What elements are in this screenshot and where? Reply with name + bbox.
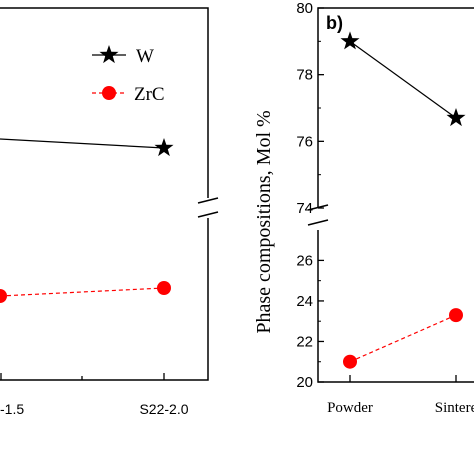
y-tick-label: 74	[296, 200, 313, 217]
left-plot-frame	[0, 7, 209, 381]
left-x-tick-label: S22-2.0	[139, 401, 188, 417]
w-point	[154, 138, 174, 157]
y-tick-label: 78	[296, 67, 313, 84]
zrc-series-line	[0, 287, 165, 297]
y-tick-label: 22	[296, 333, 313, 350]
left-axis-break-mark	[197, 197, 219, 218]
y-tick-label: 26	[296, 252, 313, 269]
zrc-point	[0, 289, 7, 303]
y-tick-label: 76	[296, 133, 313, 150]
right-plot-frame	[317, 7, 474, 383]
y-tick-label: 80	[296, 0, 313, 17]
w-series-line	[349, 40, 457, 119]
y-axis-label: Phase compositions, Mol %	[253, 110, 275, 333]
circle-icon	[102, 86, 116, 100]
w-point	[340, 31, 360, 50]
panel-b-label: b)	[326, 13, 343, 33]
right-x-tick-label: Sintere	[435, 400, 474, 416]
zrc-series-line	[349, 314, 457, 363]
y-tick-label: 20	[296, 374, 313, 391]
legend: W ZrC	[92, 45, 165, 105]
w-point	[446, 108, 466, 127]
panel-left: -1.5 S22-2.0 W ZrC	[0, 7, 219, 417]
legend-zrc-label: ZrC	[134, 84, 165, 105]
zrc-point	[157, 281, 171, 295]
legend-w-label: W	[136, 46, 154, 67]
left-x-tick-label: -1.5	[0, 401, 24, 417]
zrc-point	[449, 308, 463, 323]
right-x-tick-label: Powder	[327, 400, 373, 416]
right-y-ticks: 80 78 76 74 26 24 22 20	[296, 0, 324, 391]
w-series-line	[0, 138, 165, 149]
star-icon	[99, 45, 119, 64]
panel-right: b) Phase compositions, Mol % 80 78 76 74 26 2…	[253, 0, 474, 416]
zrc-point	[343, 354, 357, 369]
y-tick-label: 24	[296, 293, 313, 310]
right-series	[340, 31, 466, 369]
